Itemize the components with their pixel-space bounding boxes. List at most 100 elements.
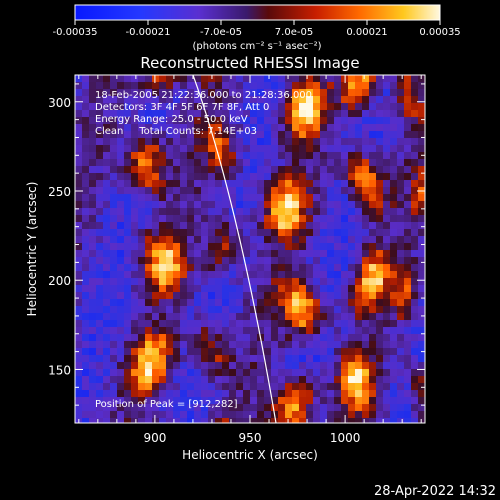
heatmap-cell (208, 124, 216, 132)
heatmap-cell (96, 418, 104, 423)
heatmap-cell (355, 166, 363, 174)
heatmap-cell (390, 264, 398, 272)
heatmap-cell (152, 208, 160, 216)
heatmap-cell (341, 131, 349, 139)
heatmap-cell (292, 418, 300, 423)
heatmap-cell (306, 201, 314, 209)
heatmap-cell (369, 313, 377, 321)
heatmap-cell (411, 271, 419, 279)
heatmap-cell (145, 271, 153, 279)
heatmap-cell (306, 194, 314, 202)
heatmap-cell (187, 89, 195, 97)
heatmap-cell (187, 229, 195, 237)
heatmap-cell (362, 215, 370, 223)
heatmap-cell (341, 334, 349, 342)
heatmap-cell (327, 243, 335, 251)
heatmap-cell (397, 96, 405, 104)
heatmap-cell (327, 355, 335, 363)
heatmap-cell (89, 215, 97, 223)
heatmap-cell (180, 110, 188, 118)
heatmap-cell (397, 152, 405, 160)
heatmap-cell (271, 334, 279, 342)
heatmap-cell (257, 96, 265, 104)
heatmap-cell (278, 355, 286, 363)
heatmap-cell (75, 306, 83, 314)
heatmap-cell (341, 236, 349, 244)
heatmap-cell (376, 159, 384, 167)
heatmap-cell (348, 89, 356, 97)
heatmap-cell (411, 75, 419, 83)
heatmap-cell (397, 285, 405, 293)
heatmap-cell (411, 229, 419, 237)
heatmap-cell (341, 341, 349, 349)
heatmap-cell (285, 264, 293, 272)
heatmap-cell (264, 201, 272, 209)
heatmap-cell (96, 383, 104, 391)
heatmap-cell (334, 397, 342, 405)
heatmap-cell (222, 166, 230, 174)
heatmap-cell (341, 243, 349, 251)
heatmap-cell (180, 320, 188, 328)
heatmap-cell (327, 236, 335, 244)
heatmap-cell (397, 180, 405, 188)
heatmap-cell (89, 89, 97, 97)
heatmap-cell (355, 159, 363, 167)
heatmap-cell (271, 96, 279, 104)
heatmap-cell (320, 131, 328, 139)
heatmap-cell (278, 194, 286, 202)
heatmap-cell (75, 397, 83, 405)
heatmap-cell (292, 285, 300, 293)
heatmap-cell (257, 166, 265, 174)
heatmap-cell (376, 390, 384, 398)
heatmap-cell (159, 390, 167, 398)
heatmap-cell (89, 285, 97, 293)
heatmap-cell (145, 243, 153, 251)
heatmap-cell (257, 362, 265, 370)
heatmap-cell (103, 166, 111, 174)
heatmap-cell (208, 166, 216, 174)
heatmap-cell (327, 348, 335, 356)
heatmap-cell (159, 145, 167, 153)
heatmap-cell (117, 243, 125, 251)
heatmap-cell (341, 103, 349, 111)
heatmap-cell (166, 418, 174, 423)
heatmap-cell (145, 299, 153, 307)
heatmap-cell (264, 243, 272, 251)
heatmap-cell (75, 264, 83, 272)
heatmap-cell (257, 75, 265, 83)
heatmap-cell (152, 222, 160, 230)
heatmap-cell (390, 390, 398, 398)
heatmap-cell (383, 194, 391, 202)
heatmap-cell (299, 82, 307, 90)
heatmap-cell (208, 180, 216, 188)
heatmap-cell (229, 271, 237, 279)
heatmap-cell (117, 180, 125, 188)
heatmap-cell (257, 89, 265, 97)
heatmap-cell (390, 369, 398, 377)
heatmap-cell (383, 117, 391, 125)
heatmap-cell (271, 397, 279, 405)
heatmap-cell (243, 285, 251, 293)
heatmap-cell (292, 166, 300, 174)
heatmap-cell (236, 327, 244, 335)
heatmap-cell (264, 320, 272, 328)
heatmap-cell (257, 418, 265, 423)
heatmap-cell (285, 299, 293, 307)
heatmap-cell (173, 320, 181, 328)
heatmap-cell (215, 201, 223, 209)
heatmap-cell (110, 362, 118, 370)
heatmap-cell (390, 383, 398, 391)
heatmap-cell (257, 131, 265, 139)
heatmap-cell (264, 138, 272, 146)
heatmap-cell (222, 334, 230, 342)
heatmap-cell (292, 187, 300, 195)
heatmap-cell (215, 243, 223, 251)
heatmap-cell (131, 341, 139, 349)
heatmap-cell (103, 278, 111, 286)
heatmap-cell (306, 348, 314, 356)
annotation-peak: Position of Peak = [912,282] (95, 399, 238, 410)
heatmap-cell (306, 159, 314, 167)
heatmap-cell (327, 369, 335, 377)
heatmap-cell (180, 369, 188, 377)
heatmap-cell (411, 250, 419, 258)
